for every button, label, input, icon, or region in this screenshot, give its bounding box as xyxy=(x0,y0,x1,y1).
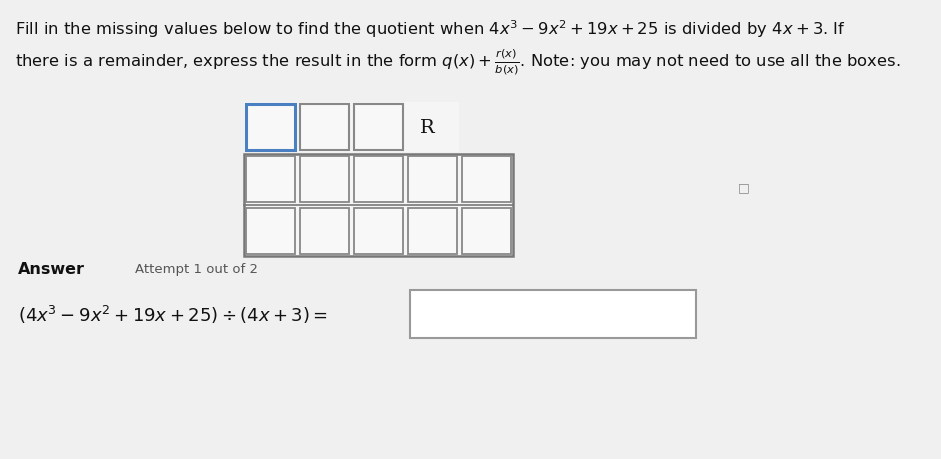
Bar xyxy=(300,105,349,151)
Bar xyxy=(462,157,511,202)
Text: there is a remainder, express the result in the form $q(x) + \frac{r(x)}{b(x)}$.: there is a remainder, express the result… xyxy=(15,47,901,76)
Bar xyxy=(300,208,349,254)
Bar xyxy=(409,291,696,338)
Bar xyxy=(246,208,295,254)
Bar xyxy=(354,105,403,151)
Bar xyxy=(300,157,349,202)
Bar xyxy=(354,157,403,202)
Bar xyxy=(244,155,513,257)
Text: Fill in the missing values below to find the quotient when $4x^3 - 9x^2 + 19x + : Fill in the missing values below to find… xyxy=(15,18,846,39)
Bar xyxy=(462,208,511,254)
Bar xyxy=(354,208,403,254)
Bar xyxy=(408,157,457,202)
Bar xyxy=(244,103,459,153)
Bar xyxy=(246,105,295,151)
Text: R: R xyxy=(421,119,435,137)
Bar xyxy=(246,157,295,202)
Text: □: □ xyxy=(738,181,750,194)
Text: $(4x^3 - 9x^2 + 19x + 25) \div (4x + 3) = $: $(4x^3 - 9x^2 + 19x + 25) \div (4x + 3) … xyxy=(18,303,328,325)
Text: Answer: Answer xyxy=(18,262,85,277)
Bar xyxy=(408,208,457,254)
Text: Attempt 1 out of 2: Attempt 1 out of 2 xyxy=(136,263,258,276)
